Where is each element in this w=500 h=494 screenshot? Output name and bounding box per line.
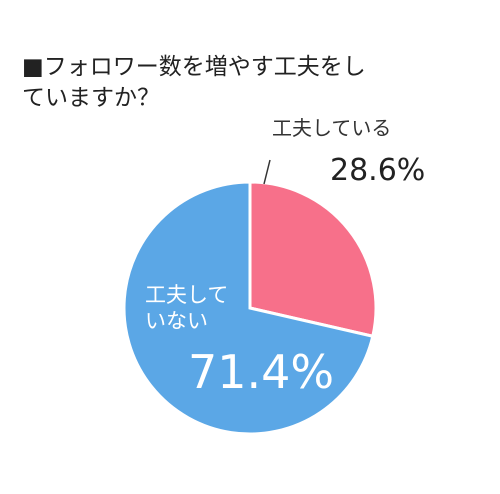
category-label: 工夫していない	[145, 283, 229, 334]
category-label: 工夫している	[272, 116, 392, 140]
value-label: 28.6%	[330, 153, 426, 188]
chart-title: ■フォロワー数を増やす工夫をしていますか？	[22, 54, 366, 112]
value-label: 71.4%	[188, 345, 335, 399]
leader-line	[263, 159, 271, 185]
pie-slice	[248, 180, 378, 339]
pie-slice	[122, 180, 375, 436]
